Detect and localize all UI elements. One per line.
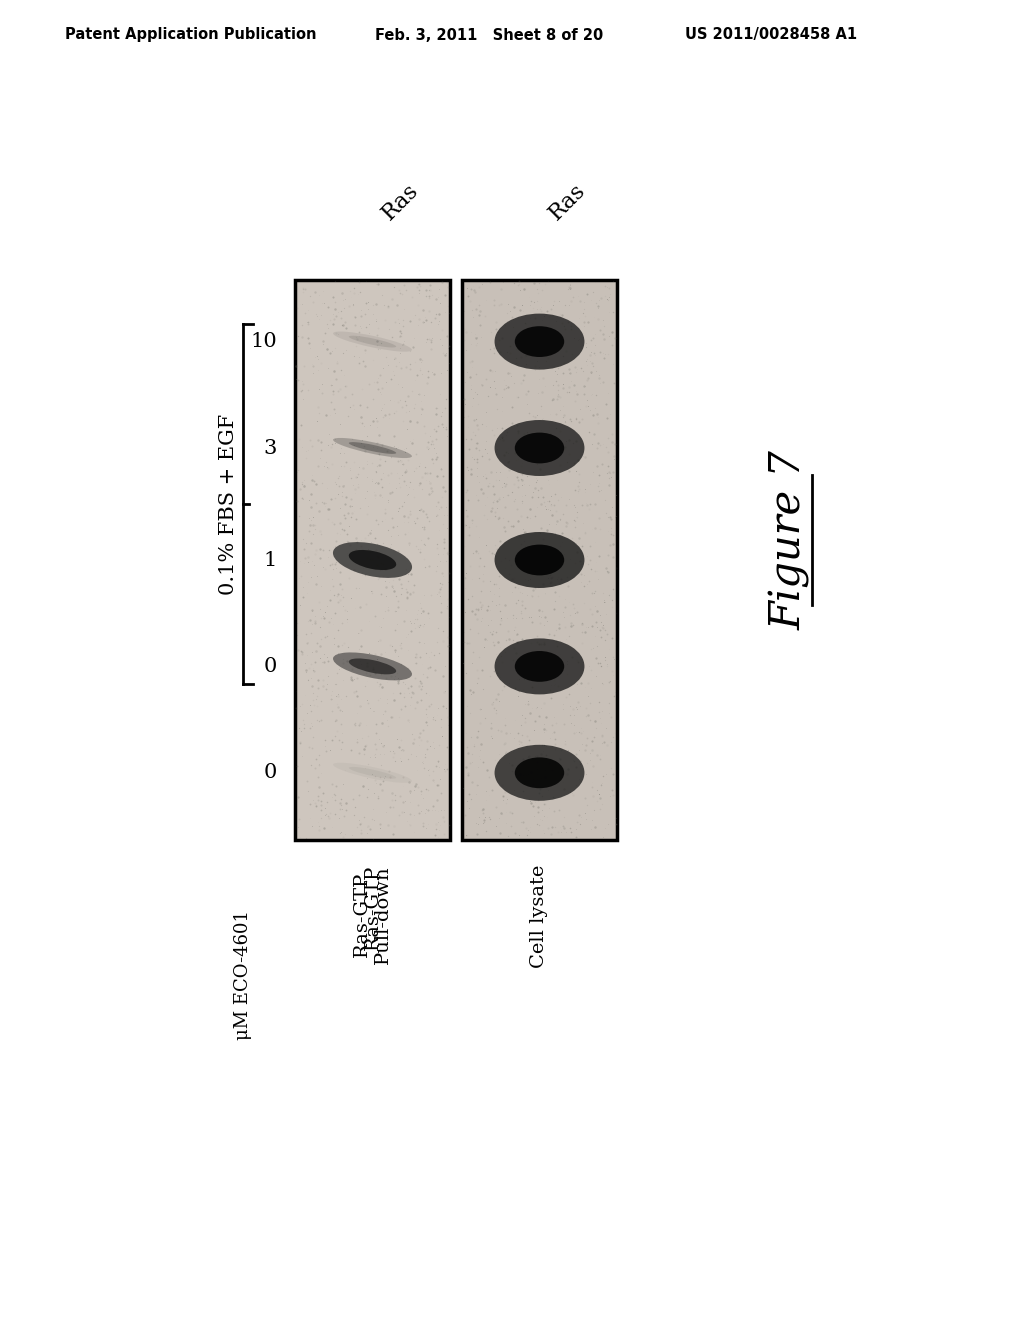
Ellipse shape xyxy=(495,744,585,801)
Ellipse shape xyxy=(349,550,396,570)
Ellipse shape xyxy=(333,438,412,458)
Ellipse shape xyxy=(515,433,564,463)
Ellipse shape xyxy=(495,420,585,477)
Ellipse shape xyxy=(349,767,396,779)
Ellipse shape xyxy=(333,331,412,351)
Ellipse shape xyxy=(495,532,585,587)
Text: US 2011/0028458 A1: US 2011/0028458 A1 xyxy=(685,28,857,42)
Text: Ras-GTP
Pull-down: Ras-GTP Pull-down xyxy=(353,865,392,964)
Ellipse shape xyxy=(515,545,564,576)
Ellipse shape xyxy=(333,652,412,680)
Text: Ras: Ras xyxy=(545,180,590,224)
Ellipse shape xyxy=(515,326,564,356)
Ellipse shape xyxy=(495,314,585,370)
Ellipse shape xyxy=(349,442,396,454)
Text: 1: 1 xyxy=(263,550,278,569)
Ellipse shape xyxy=(333,543,412,578)
Bar xyxy=(295,280,450,840)
Text: 3: 3 xyxy=(263,438,278,458)
Text: Ras: Ras xyxy=(378,180,423,224)
Text: 0: 0 xyxy=(263,763,278,783)
Ellipse shape xyxy=(515,758,564,788)
Bar xyxy=(462,280,617,840)
Text: Figure 7: Figure 7 xyxy=(769,450,811,630)
Ellipse shape xyxy=(515,651,564,682)
Ellipse shape xyxy=(349,335,396,347)
Text: Cell lysate: Cell lysate xyxy=(530,865,549,969)
Text: 0.1% FBS + EGF: 0.1% FBS + EGF xyxy=(219,413,239,594)
Text: μM ECO-4601: μM ECO-4601 xyxy=(234,909,252,1040)
Ellipse shape xyxy=(495,639,585,694)
Text: Ras-GTP: Ras-GTP xyxy=(364,865,382,950)
Text: 10: 10 xyxy=(250,333,278,351)
Text: Feb. 3, 2011   Sheet 8 of 20: Feb. 3, 2011 Sheet 8 of 20 xyxy=(375,28,603,42)
Ellipse shape xyxy=(349,659,396,675)
Text: 0: 0 xyxy=(263,657,278,676)
Text: Patent Application Publication: Patent Application Publication xyxy=(65,28,316,42)
